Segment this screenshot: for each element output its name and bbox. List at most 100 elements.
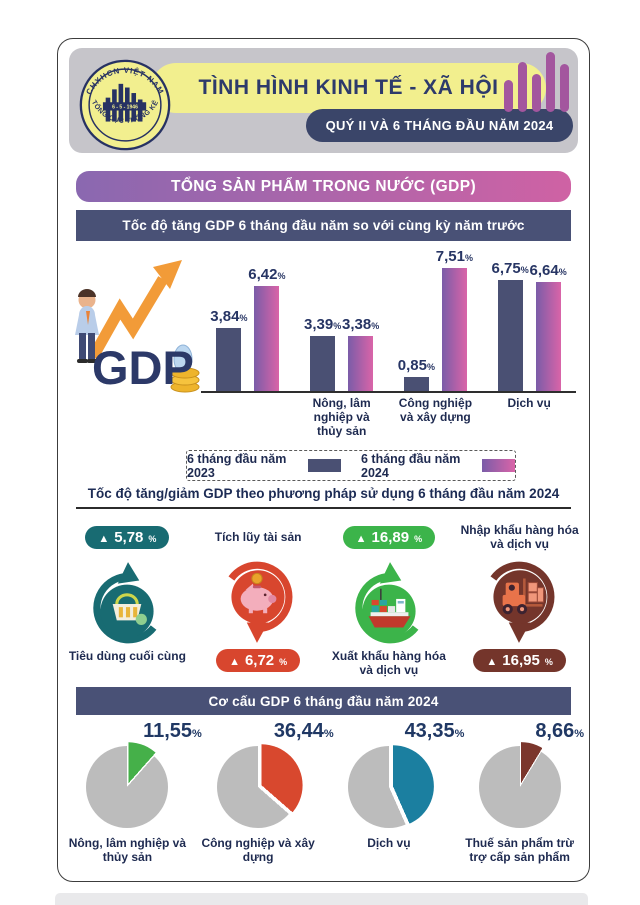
usage-item-label: Tích lũy tài sản [214, 529, 302, 544]
bar: 6,64% [530, 262, 567, 391]
bar: 6,42% [248, 266, 285, 391]
usage-item-label: Nhập khẩu hàng hóa và dịch vụ [460, 522, 579, 551]
pie-services: 43,35% Dịch vụ [324, 720, 464, 865]
legend-label: 6 tháng đầu năm 2023 [187, 451, 287, 480]
bar-value-label: 6,64% [529, 262, 567, 280]
pie-value-label: 11,55% [143, 720, 202, 743]
legend-label: 6 tháng đầu năm 2024 [361, 451, 461, 480]
bar-value-label: 6,75% [491, 260, 529, 278]
bar-category-label: Nông, lâm nghiệp và thủy sản [312, 396, 371, 438]
pie-value: 11,55 [143, 720, 193, 742]
bar-value-label: 7,51% [435, 248, 473, 266]
bar-category-row: Nông, lâm nghiệp và thủy sản Công nghiệp … [201, 396, 576, 438]
pie-taxes: 8,66% Thuế sản phẩm trừ trợ cấp sản phẩm [454, 720, 585, 865]
bar-chart-title-banner: Tốc độ tăng GDP 6 tháng đầu năm so với c… [76, 210, 571, 241]
logo-date: 6 - 5 - 1946 [112, 105, 138, 111]
next-page-edge [55, 893, 588, 905]
bar-group: 0,85% 7,51% [389, 248, 483, 391]
usage-section: ▲ 5,78% Tiêu dùng cuối cùng [62, 519, 585, 678]
badge-value: 16,89 [371, 528, 410, 546]
legend-swatch-2023 [307, 459, 341, 472]
pie-unit: % [192, 728, 202, 740]
bar-group: 3,39% 3,38% [295, 260, 389, 391]
pie-value: 43,35 [404, 720, 455, 742]
pie-label: Nông, lâm nghiệp và thủy sản [68, 836, 187, 865]
bar-category-label: Dịch vụ [507, 396, 551, 410]
shopping-basket-icon [81, 556, 173, 648]
pie-label: Dịch vụ [367, 836, 411, 850]
bar-chart-title: Tốc độ tăng GDP 6 tháng đầu năm so với c… [122, 218, 525, 233]
bar: 0,85% [398, 357, 435, 391]
bar-chart-plot: 3,84% 6,42% 3,39% 3,38% 0,85% 7,51% 6,75% 6,64% [201, 248, 576, 393]
pie-unit: % [454, 728, 465, 740]
up-triangle-icon: ▲ [355, 532, 367, 545]
period-badge-label: QUÝ II VÀ 6 THÁNG ĐẦU NĂM 2024 [325, 118, 554, 133]
infographic-card: TÌNH HÌNH KINH TẾ - XÃ HỘI QUÝ II VÀ 6 T… [57, 38, 590, 882]
badge-unit: % [279, 657, 288, 667]
pie-chart [478, 742, 562, 828]
bar: 3,39% [304, 316, 341, 391]
cargo-ship-icon [343, 556, 435, 648]
usage-item-imports: Nhập khẩu hàng hóa và dịch vụ [454, 519, 585, 678]
pie-unit: % [574, 728, 585, 740]
badge-unit: % [544, 657, 553, 667]
header-band: TÌNH HÌNH KINH TẾ - XÃ HỘI QUÝ II VÀ 6 T… [69, 48, 578, 153]
usage-item-label: Xuất khẩu hàng hóa và dịch vụ [331, 649, 446, 678]
pie-value-label: 8,66% [535, 720, 584, 743]
usage-section-title: Tốc độ tăng/giảm GDP theo phương pháp sử… [76, 486, 571, 509]
pie-value: 8,66 [535, 720, 575, 742]
value-badge: ▲ 16,95% [473, 649, 566, 672]
legend-swatch-2024 [481, 459, 515, 472]
pie-value: 36,44 [273, 720, 324, 742]
bar-group: 3,84% 6,42% [201, 260, 295, 391]
person-icon [75, 289, 99, 363]
value-badge: ▲ 16,89% [342, 525, 436, 549]
pie-chart [347, 745, 434, 828]
period-badge: QUÝ II VÀ 6 THÁNG ĐẦU NĂM 2024 [306, 109, 573, 142]
gdp-section-banner: TỔNG SẢN PHẨM TRONG NƯỚC (GDP) [76, 171, 571, 202]
bar-value-label: 3,84% [210, 308, 248, 326]
bar-value-label: 6,42% [248, 265, 286, 283]
pie-industry: 36,44% Công nghiệp và xây dựng [193, 720, 333, 865]
coins-icon [170, 344, 200, 393]
value-badge: ▲ 6,72% [216, 649, 301, 672]
bar-chart-legend: 6 tháng đầu năm 2023 6 tháng đầu năm 202… [186, 450, 516, 481]
bar-category-label [201, 397, 295, 438]
legend-item-2024: 6 tháng đầu năm 2024 [361, 452, 515, 480]
up-triangle-icon: ▲ [98, 532, 110, 545]
bar: 3,84% [210, 308, 247, 391]
forklift-icon [474, 556, 566, 648]
badge-value: 5,78 [114, 528, 144, 546]
pie-section-title: Cơ cấu GDP 6 tháng đầu năm 2024 [208, 693, 439, 709]
pie-value-label: 43,35% [405, 720, 465, 743]
value-badge: ▲ 5,78% [85, 525, 170, 549]
pie-label: Công nghiệp và xây dựng [201, 836, 315, 865]
badge-unit: % [148, 533, 157, 544]
pie-unit: % [323, 728, 334, 740]
gdp-illustration-text: GDP [92, 341, 194, 394]
usage-item-final-consumption: ▲ 5,78% Tiêu dùng cuối cùng [62, 519, 193, 678]
logo-statistic-bars-icon [102, 83, 147, 122]
pie-label: Thuế sản phẩm trừ trợ cấp sản phẩm [465, 836, 574, 865]
bar-group: 6,75% 6,64% [482, 260, 576, 391]
usage-item-asset-accumulation: Tích lũy tài sản ▲ 6,72% [193, 519, 324, 678]
growth-arrow-icon [88, 260, 182, 360]
up-triangle-icon: ▲ [486, 656, 498, 668]
up-triangle-icon: ▲ [229, 656, 240, 668]
badge-unit: % [414, 533, 423, 544]
usage-item-exports: ▲ 16,89% [324, 519, 455, 678]
pie-section-banner: Cơ cấu GDP 6 tháng đầu năm 2024 [76, 687, 571, 715]
badge-value: 16,95 [502, 652, 540, 669]
pie-value-label: 36,44% [274, 720, 334, 743]
pie-agriculture: 11,55% Nông, lâm nghiệp và thủy sản [62, 720, 202, 865]
gso-logo: CHXHCN VIỆT NAM TỔNG CỤC THỐNG KÊ 6 - 5 … [79, 59, 171, 151]
page-title: TÌNH HÌNH KINH TẾ - XÃ HỘI [198, 76, 499, 99]
pie-section: 11,55% Nông, lâm nghiệp và thủy sản 36,4… [62, 720, 585, 865]
bar-category-label: Công nghiệp và xây dựng [398, 396, 473, 424]
bar: 6,75% [492, 260, 529, 391]
pie-chart [86, 742, 170, 828]
piggy-bank-icon [212, 556, 304, 648]
legend-item-2023: 6 tháng đầu năm 2023 [187, 452, 341, 480]
bar-chart-icon [502, 50, 574, 117]
title-banner: TÌNH HÌNH KINH TẾ - XÃ HỘI [151, 63, 546, 113]
